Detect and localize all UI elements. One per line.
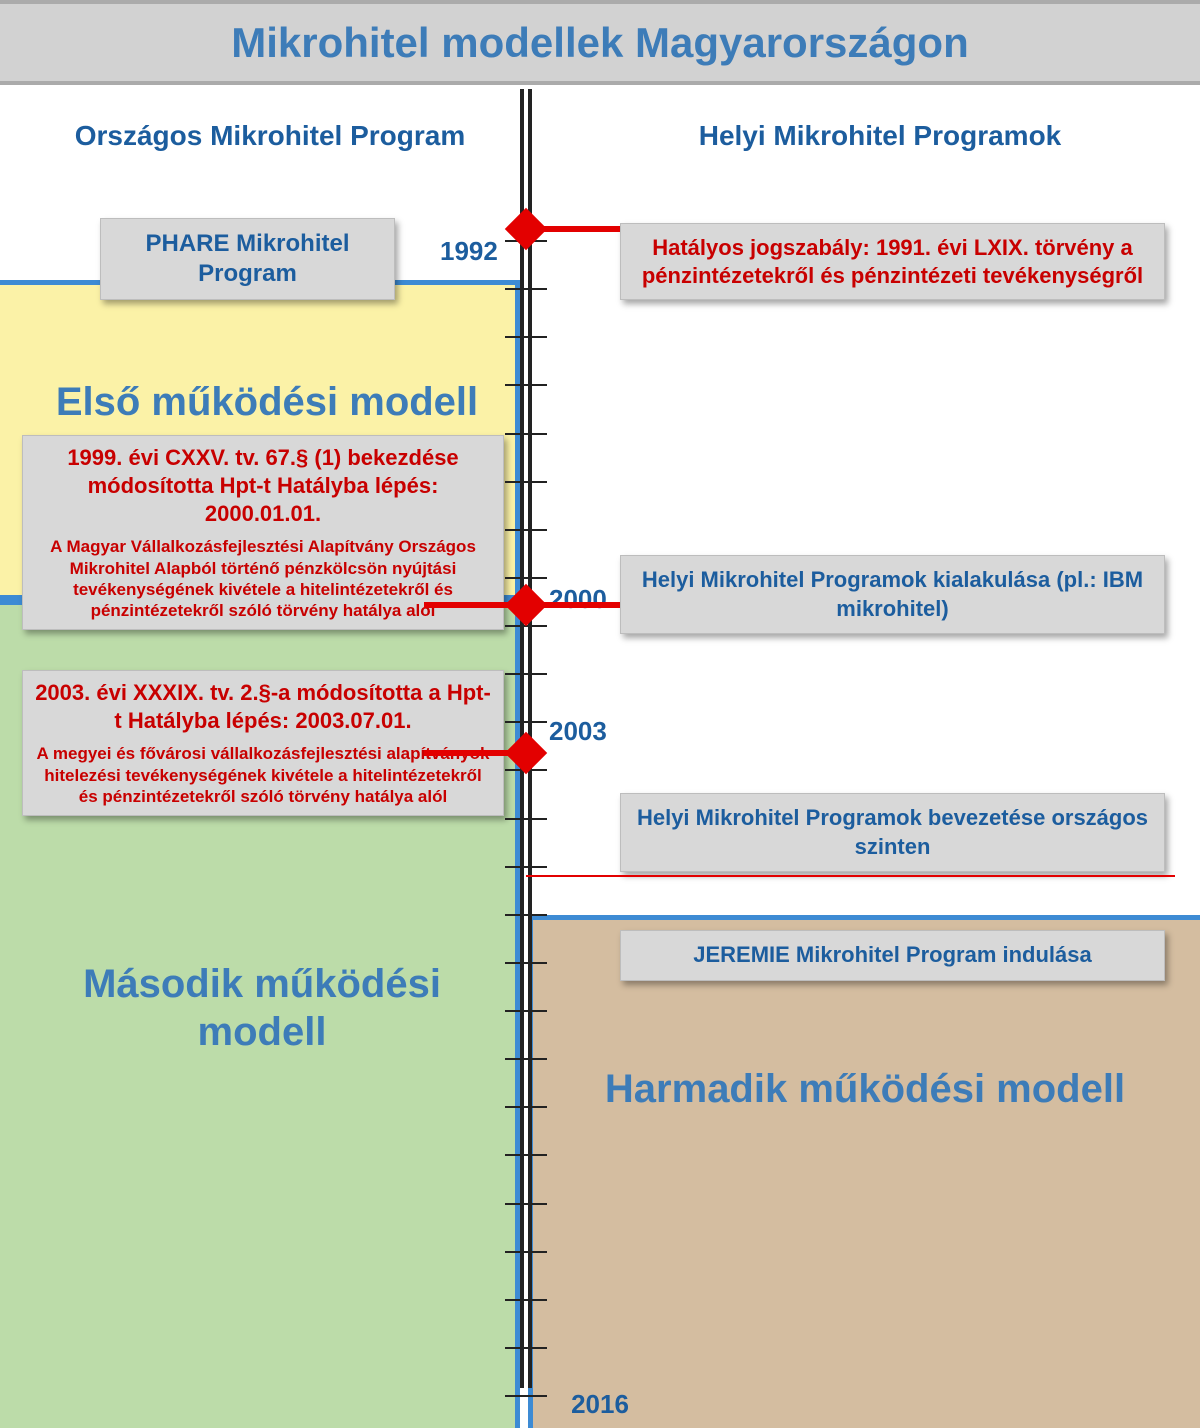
box-phare: PHARE Mikrohitel Program bbox=[100, 218, 395, 300]
year-label-2003: 2003 bbox=[549, 716, 607, 747]
law-1999-head: 1999. évi CXXV. tv. 67.§ (1) bekezdése m… bbox=[33, 444, 493, 528]
col-title-right: Helyi Mikrohitel Programok bbox=[640, 120, 1120, 152]
year-label-1992: 1992 bbox=[440, 236, 498, 267]
timeline-tick bbox=[505, 433, 547, 435]
box-jeremie: JEREMIE Mikrohitel Program indulása bbox=[620, 930, 1165, 981]
timeline-tick bbox=[505, 673, 547, 675]
header-bar: Mikrohitel modellek Magyarországon bbox=[0, 0, 1200, 85]
timeline-tick bbox=[505, 1251, 547, 1253]
box-law-2003: 2003. évi XXXIX. tv. 2.§-a módosította a… bbox=[22, 670, 504, 816]
connector-2000-right bbox=[526, 602, 620, 608]
timeline-tick bbox=[505, 818, 547, 820]
timeline-tick bbox=[505, 1347, 547, 1349]
timeline-tick bbox=[505, 529, 547, 531]
timeline-tick bbox=[505, 1058, 547, 1060]
page-title: Mikrohitel modellek Magyarországon bbox=[231, 19, 969, 67]
timeline-tick bbox=[505, 962, 547, 964]
timeline-tick bbox=[505, 384, 547, 386]
model-title-1: Első működési modell bbox=[22, 378, 512, 426]
timeline-tick bbox=[505, 1154, 547, 1156]
timeline-tick bbox=[505, 577, 547, 579]
timeline-tick bbox=[505, 866, 547, 868]
law-1999-body: A Magyar Vállalkozásfejlesztési Alapítvá… bbox=[33, 536, 493, 621]
law-2003-head: 2003. évi XXXIX. tv. 2.§-a módosította a… bbox=[33, 679, 493, 735]
timeline-tick bbox=[505, 288, 547, 290]
box-kialakulas: Helyi Mikrohitel Programok kialakulása (… bbox=[620, 555, 1165, 634]
model-title-3: Harmadik működési modell bbox=[560, 1065, 1170, 1113]
box-law-1991: Hatályos jogszabály: 1991. évi LXIX. tör… bbox=[620, 223, 1165, 300]
model-title-2: Második működési modell bbox=[32, 960, 492, 1056]
year-label-2000: 2000 bbox=[549, 584, 607, 615]
timeline-tick bbox=[505, 481, 547, 483]
box-orszagos: Helyi Mikrohitel Programok bevezetése or… bbox=[620, 793, 1165, 872]
timeline-tick bbox=[505, 336, 547, 338]
timeline-tick bbox=[505, 1106, 547, 1108]
timeline-tick bbox=[505, 721, 547, 723]
year-end-label: 2016 bbox=[0, 1389, 1200, 1420]
timeline-tick bbox=[505, 1010, 547, 1012]
connector-2000-left bbox=[424, 602, 526, 608]
timeline-tick bbox=[505, 914, 547, 916]
timeline-tick bbox=[505, 1299, 547, 1301]
col-title-left: Országos Mikrohitel Program bbox=[60, 120, 480, 152]
connector-thin-right bbox=[526, 875, 1175, 877]
connector-1992-right bbox=[526, 226, 620, 232]
timeline-tick bbox=[505, 1203, 547, 1205]
connector-2003-left bbox=[424, 750, 526, 756]
block-model-3 bbox=[528, 915, 1200, 1428]
